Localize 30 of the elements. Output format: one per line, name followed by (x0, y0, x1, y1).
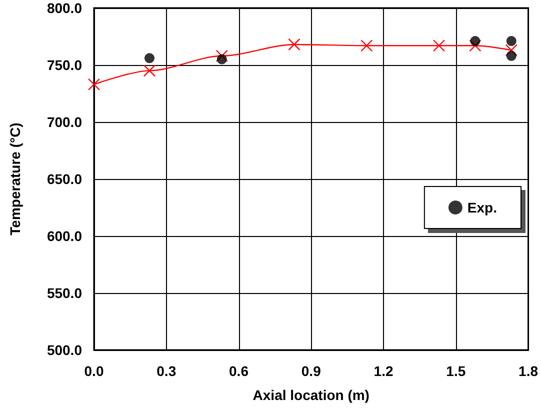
legend-label: Exp. (467, 200, 498, 216)
point (144, 53, 154, 64)
point (216, 54, 227, 64)
point (469, 40, 482, 52)
x-axis-title: Axial location (m) (252, 387, 370, 403)
point (506, 50, 516, 61)
x-tick-label: 1.5 (446, 363, 466, 379)
point (288, 38, 300, 51)
point (505, 44, 518, 56)
y-tick-label: 550.0 (46, 285, 82, 301)
y-tick-label: 700.0 (46, 114, 82, 130)
point (432, 40, 446, 52)
y-tick-label: 750.0 (46, 57, 82, 73)
point (143, 64, 156, 77)
point (88, 78, 100, 90)
x-tick-label: 1.8 (518, 363, 538, 379)
x-tick-label: 1.2 (374, 363, 394, 379)
x-tick-label: 0.0 (84, 363, 104, 379)
x-tick-label: 0.9 (301, 363, 322, 379)
y-tick-label: 600.0 (46, 228, 82, 244)
x-tick-label: 0.3 (156, 363, 176, 379)
point (360, 40, 373, 52)
y-tick-label: 800.0 (46, 0, 82, 16)
y-axis-title: Temperature (°C) (7, 122, 23, 236)
point (470, 36, 480, 46)
point (506, 36, 516, 46)
point (216, 50, 228, 62)
y-tick-label: 650.0 (46, 171, 82, 187)
y-tick-label: 500.0 (46, 342, 82, 358)
x-tick-label: 0.6 (229, 363, 249, 379)
